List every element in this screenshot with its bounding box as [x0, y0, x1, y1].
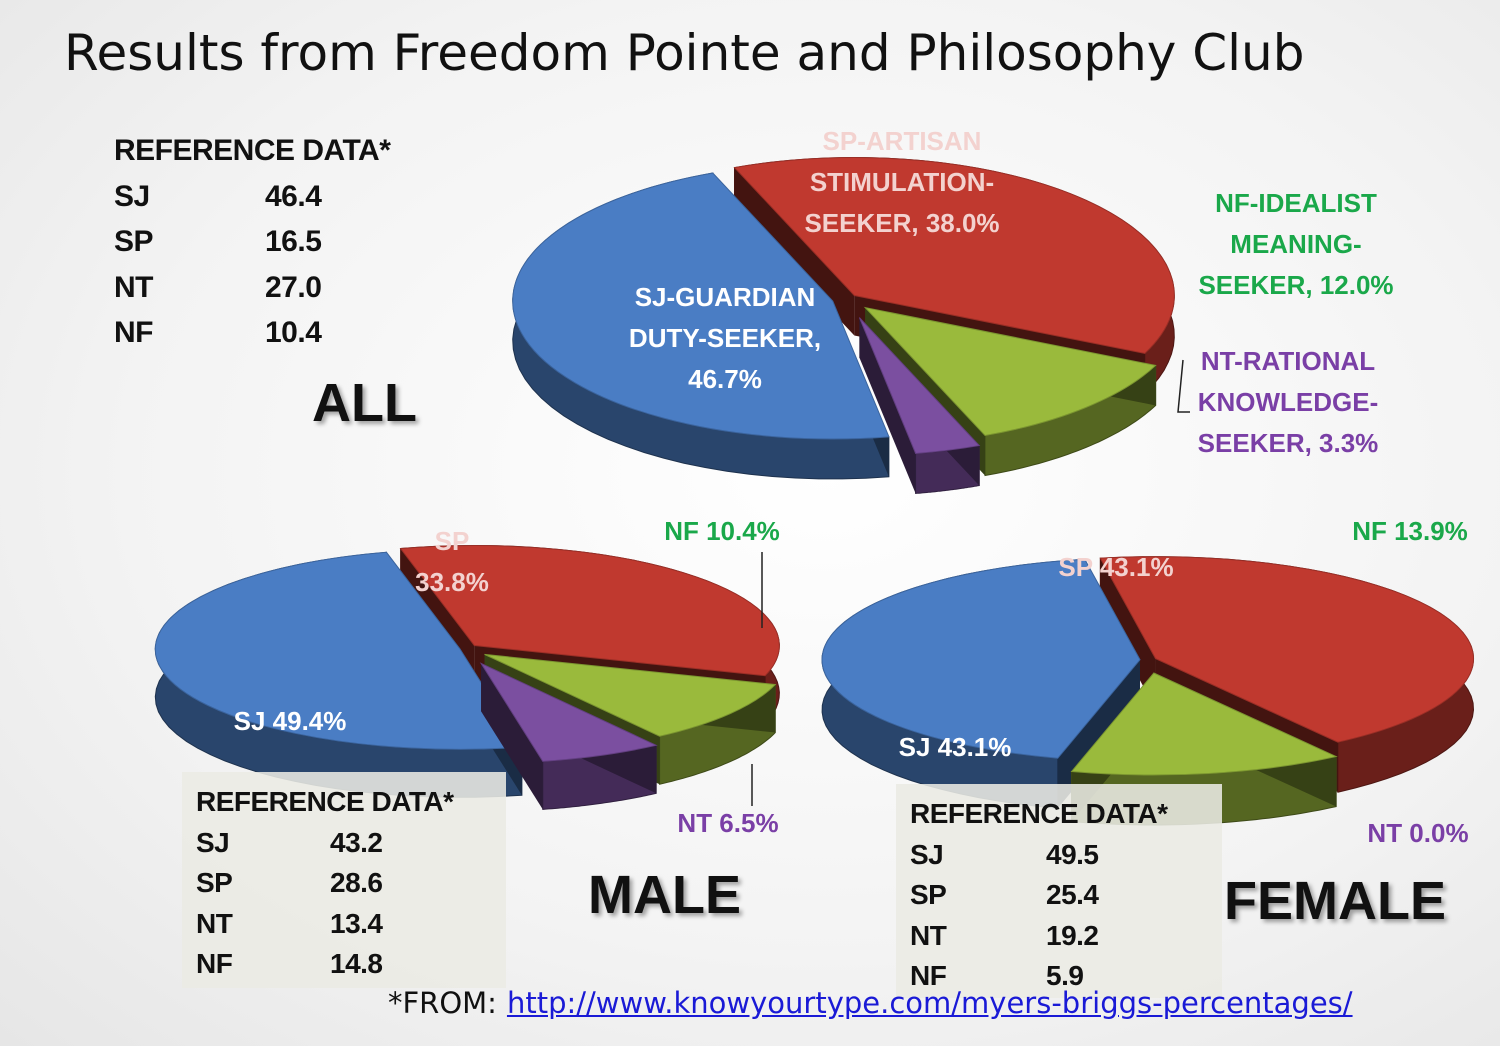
slice-sj	[154, 551, 523, 798]
leader-line	[1177, 359, 1190, 413]
reference-value: 28.6	[330, 867, 383, 898]
reference-row: SP 16.5	[114, 219, 390, 265]
slice-nt	[858, 317, 981, 495]
slice-nt	[479, 662, 658, 810]
reference-key: SP	[910, 879, 947, 910]
reference-value: 25.4	[1046, 879, 1099, 910]
reference-key: NF	[910, 960, 947, 991]
reference-key: SP	[196, 867, 233, 898]
slice-label-sj: SJ 49.4%	[234, 706, 347, 736]
reference-data-female: REFERENCE DATA* SJ 49.5 SP 25.4 NT 19.2 NF 5…	[896, 784, 1222, 998]
group-label-male: MALE	[588, 865, 741, 925]
reference-value: 43.2	[330, 826, 383, 858]
reference-data-all: REFERENCE DATA* SJ 46.4 SP 16.5 NT 27.0 NF 1…	[114, 128, 391, 356]
pie-all: SP-ARTISAN STIMULATION-SEEKER, 38.0% NF-ID…	[512, 126, 1394, 495]
reference-row: NT 13.4	[196, 904, 506, 945]
slice-label-sp: SP 43.1%	[1058, 552, 1173, 582]
slice-label-nf: NF-IDEALIST MEANING-SEEKER, 12.0%	[1198, 188, 1393, 300]
reference-value: 14.8	[330, 948, 383, 979]
slice-label-sj: SJ-GUARDIAN DUTY-SEEKER, 46.7%	[629, 282, 821, 394]
reference-value: 13.4	[330, 907, 383, 939]
slice-label-nf: NF 10.4%	[664, 516, 780, 546]
reference-value: 5.9	[1046, 960, 1084, 991]
reference-row: NF 10.4	[114, 310, 390, 356]
group-label-all: ALL	[312, 373, 417, 433]
reference-row: SJ 43.2	[196, 823, 506, 864]
reference-row: NT 27.0	[114, 265, 390, 311]
reference-key: NF	[114, 316, 154, 349]
reference-key: SJ	[910, 838, 944, 870]
reference-row: SJ 49.5	[910, 835, 1222, 876]
group-label-female: FEMALE	[1224, 871, 1446, 931]
slice-label-nt: NT 6.5%	[677, 808, 778, 838]
reference-row: SP 28.6	[196, 863, 506, 904]
slice-label-sj: SJ 43.1%	[899, 732, 1012, 762]
slice-sj	[512, 172, 890, 480]
reference-key: NT	[910, 919, 947, 951]
reference-key: NF	[196, 948, 233, 979]
reference-key: NT	[196, 907, 233, 939]
slice-label-nf: NF 13.9%	[1352, 516, 1468, 546]
reference-value: 49.5	[1046, 838, 1099, 870]
source-note: *FROM: http://www.knowyourtype.com/myers-…	[388, 986, 1353, 1020]
reference-value: 10.4	[265, 316, 322, 349]
chart-title: Results from Freedom Pointe and Philosop…	[64, 24, 1305, 82]
reference-heading: REFERENCE DATA*	[196, 786, 454, 817]
reference-row: SP 25.4	[910, 875, 1222, 916]
reference-value: 27.0	[265, 270, 322, 304]
reference-key: SP	[114, 225, 154, 258]
reference-value: 16.5	[265, 225, 322, 258]
reference-row: NF 5.9	[910, 956, 1222, 997]
reference-key: SJ	[196, 826, 230, 858]
reference-row: NF 14.8	[196, 944, 506, 985]
reference-key: SJ	[114, 179, 150, 213]
pie-male: SP 33.8% NF 10.4% NT 6.5% SJ 49.4%	[154, 516, 780, 838]
slice-label-nt: NT 0.0%	[1367, 818, 1468, 848]
reference-data-male: REFERENCE DATA* SJ 43.2 SP 28.6 NT 13.4 NF 1…	[182, 772, 506, 988]
slice-label-sp: SP-ARTISAN STIMULATION-SEEKER, 38.0%	[804, 126, 999, 238]
slice-sj	[821, 558, 1141, 809]
reference-value: 19.2	[1046, 919, 1099, 951]
reference-value: 46.4	[265, 179, 322, 213]
reference-row: SJ 46.4	[114, 174, 390, 220]
slice-label-sp: SP 33.8%	[415, 526, 489, 597]
source-prefix: *FROM:	[388, 986, 497, 1020]
reference-key: NT	[114, 270, 154, 304]
reference-row: NT 19.2	[910, 916, 1222, 957]
reference-heading: REFERENCE DATA*	[114, 134, 391, 167]
reference-heading: REFERENCE DATA*	[910, 798, 1168, 829]
slice-label-nt: NT-RATIONAL KNOWLEDGE-SEEKER, 3.3%	[1198, 346, 1379, 458]
pie-female: SP 43.1% NF 13.9% NT 0.0% SJ 43.1%	[821, 516, 1475, 848]
source-link[interactable]: http://www.knowyourtype.com/myers-briggs…	[506, 986, 1353, 1020]
